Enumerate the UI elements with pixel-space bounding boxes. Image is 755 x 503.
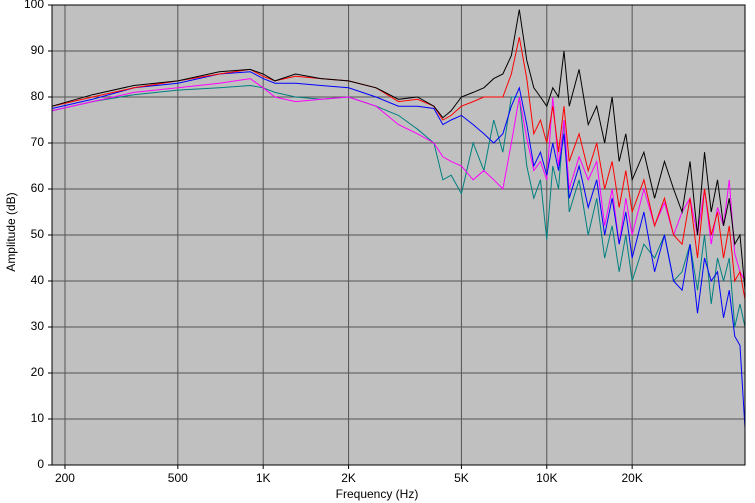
x-tick-label: 20K xyxy=(621,471,642,485)
y-axis-label: Amplitude (dB) xyxy=(4,192,18,271)
y-tick-label: 30 xyxy=(31,319,45,333)
lines xyxy=(51,9,746,429)
plot-border xyxy=(51,4,746,466)
y-tick-label: 40 xyxy=(31,273,45,287)
x-tick-label: 2K xyxy=(341,471,356,485)
series-line xyxy=(51,71,746,429)
x-tick-label: 500 xyxy=(168,471,188,485)
y-tick-label: 60 xyxy=(31,181,45,195)
x-tick-label: 1K xyxy=(256,471,271,485)
y-tick-label: 20 xyxy=(31,365,45,379)
y-tick-label: 70 xyxy=(31,135,45,149)
y-tick-label: 0 xyxy=(37,457,44,471)
x-tick-label: 200 xyxy=(55,471,75,485)
y-tick-label: 80 xyxy=(31,89,45,103)
y-tick-label: 50 xyxy=(31,227,45,241)
y-tick-label: 100 xyxy=(24,0,44,11)
y-tick-label: 90 xyxy=(31,43,45,57)
y-tick-label: 10 xyxy=(31,411,45,425)
x-axis-label: Frequency (Hz) xyxy=(336,487,419,501)
x-tick-label: 10K xyxy=(536,471,557,485)
x-tick-label: 5K xyxy=(454,471,469,485)
series-line xyxy=(51,9,746,291)
